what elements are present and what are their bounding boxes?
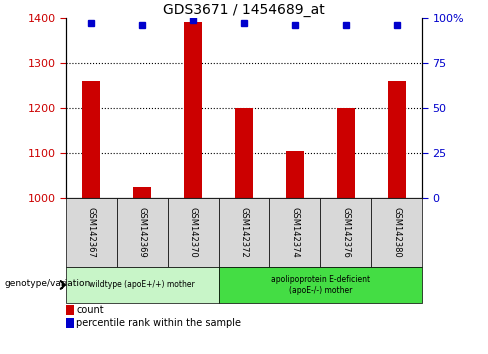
Text: count: count xyxy=(76,305,104,315)
Text: GSM142374: GSM142374 xyxy=(290,207,300,258)
Text: GSM142369: GSM142369 xyxy=(138,207,147,258)
Text: genotype/variation: genotype/variation xyxy=(5,279,91,288)
Text: wildtype (apoE+/+) mother: wildtype (apoE+/+) mother xyxy=(89,280,195,290)
Bar xyxy=(337,108,355,198)
Text: GSM142376: GSM142376 xyxy=(341,207,350,258)
Text: percentile rank within the sample: percentile rank within the sample xyxy=(76,318,241,328)
Bar xyxy=(184,22,202,198)
Bar xyxy=(133,187,151,198)
Text: GSM142372: GSM142372 xyxy=(240,207,248,258)
Bar xyxy=(388,81,406,198)
Bar xyxy=(82,81,100,198)
Title: GDS3671 / 1454689_at: GDS3671 / 1454689_at xyxy=(163,3,325,17)
Text: GSM142367: GSM142367 xyxy=(87,207,96,258)
Bar xyxy=(286,151,304,198)
Text: apolipoprotein E-deficient
(apoE-/-) mother: apolipoprotein E-deficient (apoE-/-) mot… xyxy=(271,275,370,295)
Text: GSM142380: GSM142380 xyxy=(392,207,401,258)
Text: GSM142370: GSM142370 xyxy=(188,207,198,258)
Bar xyxy=(235,108,253,198)
